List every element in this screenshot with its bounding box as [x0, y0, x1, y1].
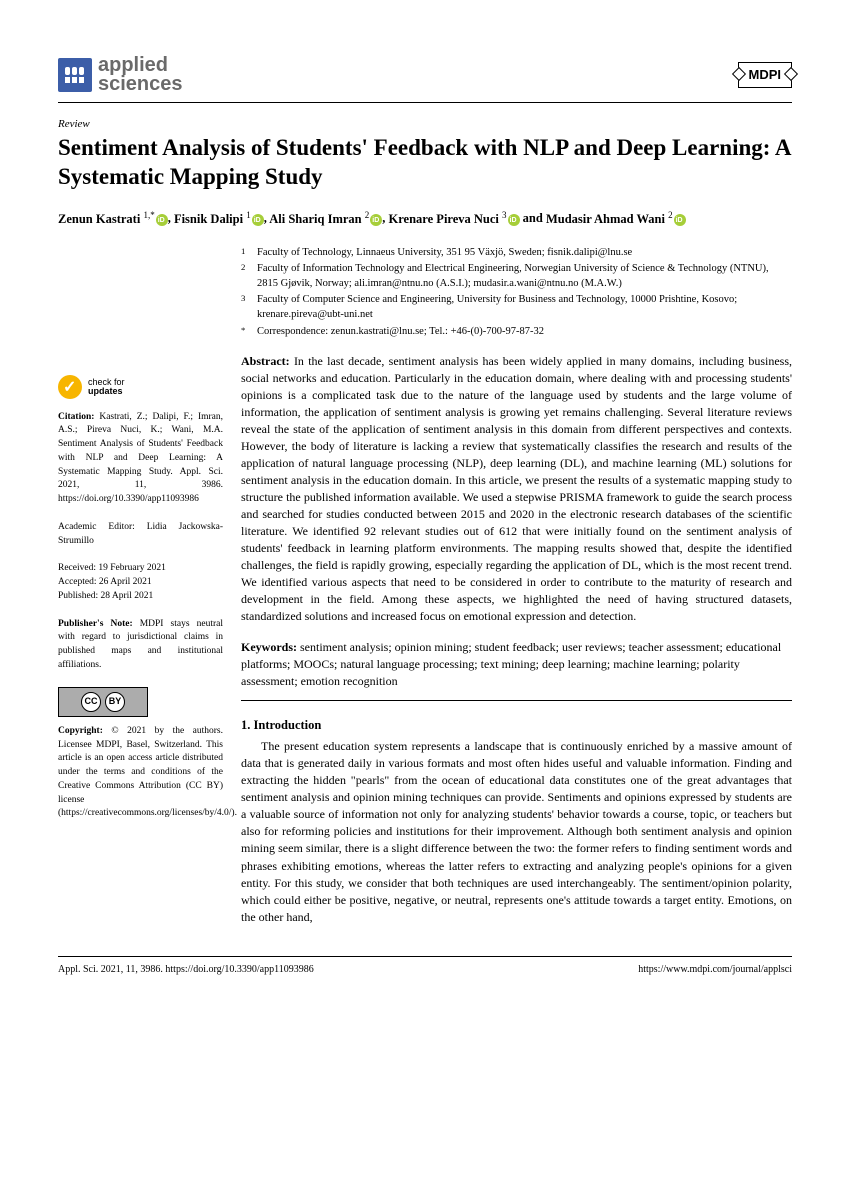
- publisher-note: Publisher's Note: MDPI stays neutral wit…: [58, 618, 223, 673]
- check-line2: updates: [88, 387, 125, 396]
- check-text: check for updates: [88, 378, 125, 396]
- dates-block: Received: 19 February 2021 Accepted: 26 …: [58, 562, 223, 603]
- journal-logo-icon: [58, 58, 92, 92]
- orcid-icon[interactable]: [508, 214, 520, 226]
- affiliation-row: 1Faculty of Technology, Linnaeus Univers…: [241, 245, 792, 260]
- abstract: Abstract: In the last decade, sentiment …: [241, 353, 792, 626]
- orcid-icon[interactable]: [370, 214, 382, 226]
- copyright-text: © 2021 by the authors. Licensee MDPI, Ba…: [58, 726, 237, 819]
- cc-icon: CC: [81, 692, 101, 712]
- editor-block: Academic Editor: Lidia Jackowska-Strumil…: [58, 521, 223, 549]
- page: applied sciences MDPI Review Sentiment A…: [0, 0, 850, 1016]
- article-title: Sentiment Analysis of Students' Feedback…: [58, 134, 792, 192]
- citation-block: Citation: Kastrati, Z.; Dalipi, F.; Imra…: [58, 411, 223, 507]
- keywords: Keywords: sentiment analysis; opinion mi…: [241, 639, 792, 701]
- check-updates-badge[interactable]: check for updates: [58, 375, 223, 399]
- journal-name-line2: sciences: [98, 75, 183, 94]
- journal-name: applied sciences: [98, 56, 183, 94]
- affiliations: 1Faculty of Technology, Linnaeus Univers…: [241, 245, 792, 339]
- orcid-icon[interactable]: [252, 214, 264, 226]
- section-heading: 1. Introduction: [241, 717, 792, 734]
- by-icon: BY: [105, 692, 125, 712]
- affiliation-row: *Correspondence: zenun.kastrati@lnu.se; …: [241, 324, 792, 339]
- copyright-block: Copyright: © 2021 by the authors. Licens…: [58, 725, 223, 821]
- intro-paragraph: The present education system represents …: [241, 738, 792, 925]
- published-date: Published: 28 April 2021: [58, 590, 223, 604]
- page-header: applied sciences MDPI: [58, 56, 792, 103]
- affiliation-row: 2Faculty of Information Technology and E…: [241, 261, 792, 291]
- authors-line: Zenun Kastrati 1,*, Fisnik Dalipi 1, Ali…: [58, 207, 792, 228]
- sidebar: check for updates Citation: Kastrati, Z.…: [58, 245, 223, 926]
- page-footer: Appl. Sci. 2021, 11, 3986. https://doi.o…: [58, 956, 792, 977]
- cc-by-badge-icon: CC BY: [58, 687, 148, 717]
- check-line1: check for: [88, 377, 125, 387]
- received-date: Received: 19 February 2021: [58, 562, 223, 576]
- orcid-icon[interactable]: [674, 214, 686, 226]
- affiliation-row: 3Faculty of Computer Science and Enginee…: [241, 292, 792, 322]
- citation-text: Kastrati, Z.; Dalipi, F.; Imran, A.S.; P…: [58, 412, 223, 505]
- abstract-text: In the last decade, sentiment analysis h…: [241, 354, 792, 623]
- check-icon: [58, 375, 82, 399]
- main-content: 1Faculty of Technology, Linnaeus Univers…: [241, 245, 792, 926]
- article-type: Review: [58, 117, 792, 132]
- keywords-text: sentiment analysis; opinion mining; stud…: [241, 640, 781, 688]
- main-columns: check for updates Citation: Kastrati, Z.…: [58, 245, 792, 926]
- footer-right: https://www.mdpi.com/journal/applsci: [638, 963, 792, 977]
- orcid-icon[interactable]: [156, 214, 168, 226]
- publisher-logo: MDPI: [738, 62, 793, 88]
- footer-left: Appl. Sci. 2021, 11, 3986. https://doi.o…: [58, 963, 314, 977]
- accepted-date: Accepted: 26 April 2021: [58, 576, 223, 590]
- journal-brand: applied sciences: [58, 56, 183, 94]
